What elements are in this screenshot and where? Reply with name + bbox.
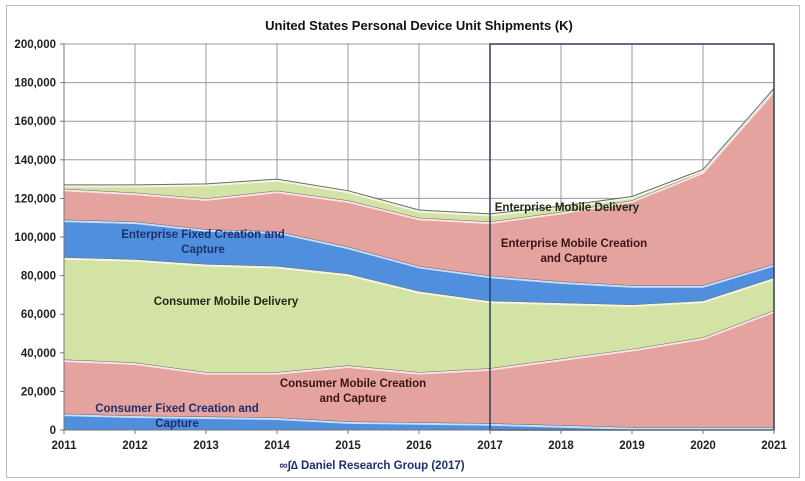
area-highlight-edge [63,257,775,308]
series-label-emc: and Capture [540,253,607,265]
y-tick-label: 80,000 [21,271,56,283]
area-series-3 [64,257,774,373]
y-tick-label: 140,000 [14,155,56,167]
area-highlight-edge [63,310,775,375]
y-tick-label: 120,000 [14,193,56,205]
chart-title: United States Personal Device Unit Shipm… [265,18,573,33]
series-label-emc: Enterprise Mobile Creation [501,238,647,250]
x-tick-label: 2019 [619,440,645,452]
x-tick-label: 2016 [406,440,432,452]
x-tick-label: 2014 [264,440,290,452]
series-label-ef: Capture [181,244,224,256]
y-tick-label: 40,000 [21,348,56,360]
y-tick-label: 0 [50,425,56,437]
series-label-cf: Capture [155,418,198,430]
area-series-2 [64,310,774,428]
series-label-cf: Consumer Fixed Creation and [95,403,259,415]
area-series-6 [64,88,774,222]
x-tick-label: 2015 [335,440,361,452]
area-highlight-edge [63,414,774,430]
area-highlight-edge [63,91,775,225]
y-tick-label: 200,000 [14,39,56,51]
series-label-emd: Enterprise Mobile Delivery [495,202,640,214]
area-highlight-edge [64,89,775,217]
x-tick-label: 2021 [761,440,787,452]
x-tick-label: 2012 [122,440,148,452]
y-tick-label: 60,000 [21,309,56,321]
series-label-cmc: and Capture [319,393,386,405]
area-top-edge [64,88,775,215]
area-highlight-edge [63,220,775,288]
series-label-cmd: Consumer Mobile Delivery [154,296,299,308]
y-tick-label: 160,000 [14,116,56,128]
area-series-5 [64,90,774,286]
x-tick-label: 2018 [548,440,574,452]
y-tick-label: 100,000 [14,232,56,244]
x-tick-label: 2013 [193,440,219,452]
series-label-ef: Enterprise Fixed Creation and [121,229,285,241]
y-tick-label: 20,000 [21,386,56,398]
x-tick-label: 2011 [52,440,78,452]
x-tick-label: 2020 [690,440,716,452]
source-credit: ∞∫∆ Daniel Research Group (2017) [279,460,464,472]
series-label-cmc: Consumer Mobile Creation [280,378,426,390]
x-tick-label: 2017 [477,440,503,452]
y-tick-label: 180,000 [14,78,56,90]
